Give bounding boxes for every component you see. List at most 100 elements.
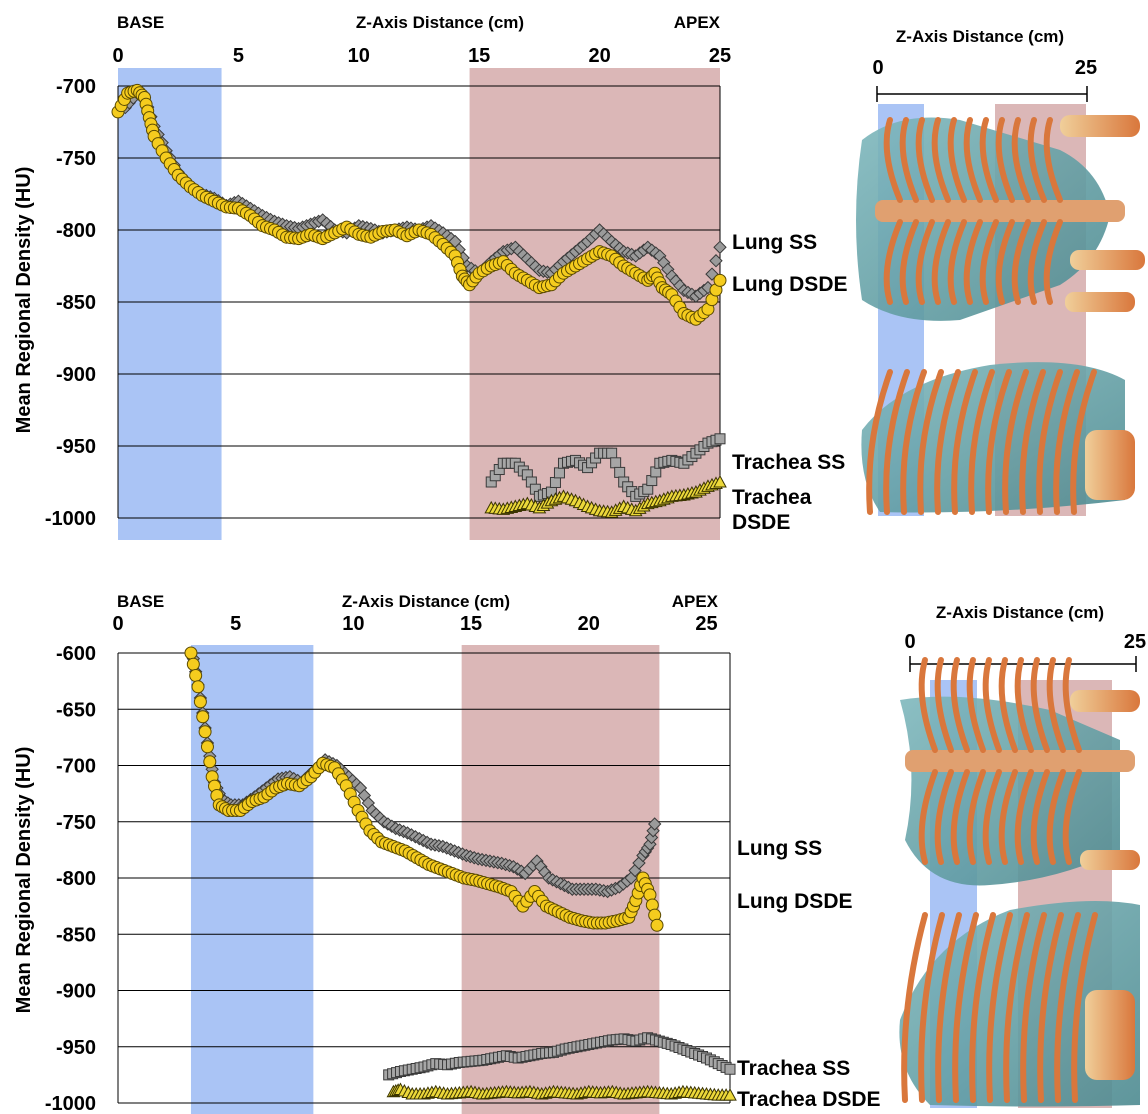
rib (1019, 369, 1046, 515)
ct-rendering-top: Z-Axis Distance (cm) 0 25 (856, 27, 1145, 516)
rib (931, 219, 951, 305)
y-tick-label: -750 (56, 812, 96, 834)
series-lung-dsde (111, 83, 727, 326)
y-tick-label: -650 (56, 699, 96, 721)
data-point (191, 680, 205, 694)
y-tick-label: -700 (56, 756, 96, 778)
chart-top-y-axis-title: Mean Regional Density (HU) (13, 167, 35, 434)
rib (951, 369, 978, 515)
rib (934, 657, 954, 753)
rib (899, 117, 919, 203)
series-trachea-ss (383, 1032, 736, 1081)
data-point (189, 669, 203, 682)
rib (998, 657, 1018, 753)
rib (963, 117, 983, 203)
rib (1053, 369, 1080, 515)
chart-bottom-x-axis-title: Z-Axis Distance (cm) (342, 592, 510, 611)
chart-bottom-legend-trachea-ss: Trachea SS (737, 1057, 850, 1080)
rib (995, 117, 1015, 203)
chart-bottom-base-region (190, 645, 314, 1114)
rib (934, 369, 961, 515)
rib (985, 369, 1012, 515)
data-point (184, 646, 198, 660)
rib (1036, 369, 1063, 515)
rib (1020, 912, 1047, 1103)
data-point (200, 740, 214, 754)
y-tick-label: -700 (56, 76, 96, 98)
data-point (203, 755, 217, 769)
chart-bottom-y-tick-labels: -600 -650 -700 -750 -800 -850 -900 -950 -1000 (45, 643, 96, 1114)
image-bottom-scale-start: 0 (904, 631, 915, 653)
image-top-scale-end: 25 (1075, 57, 1097, 79)
rib (1043, 219, 1063, 305)
y-tick-label: -600 (56, 643, 96, 665)
x-tick-label: 20 (588, 45, 610, 67)
rib (866, 369, 893, 515)
chart-top-legend-lung-dsde: Lung DSDE (732, 273, 848, 296)
rib (918, 769, 938, 865)
x-tick-label: 0 (112, 45, 123, 67)
lateral-view-rendering (861, 362, 1135, 515)
rib (918, 657, 938, 753)
ct-rendering-bottom: Z-Axis Distance (cm) 0 25 (899, 603, 1146, 1108)
rib (934, 769, 954, 865)
chart-bottom-legend-lung-dsde: Lung DSDE (737, 890, 853, 913)
rib (1046, 657, 1066, 753)
image-bottom-scale-end: 25 (1124, 631, 1146, 653)
rib (952, 912, 979, 1103)
chart-bottom-y-axis-title: Mean Regional Density (HU) (13, 747, 35, 1014)
x-tick-label: 15 (460, 613, 482, 635)
rib (998, 769, 1018, 865)
rib (982, 657, 1002, 753)
data-point (614, 466, 626, 478)
rib (917, 369, 944, 515)
chart-bottom: -600 -650 -700 -750 -800 -850 -900 -950 -1000 0 5… (13, 592, 881, 1114)
y-tick-label: -950 (56, 436, 96, 458)
rib (1014, 657, 1034, 753)
lateral-ribs-bottom (901, 912, 1098, 1103)
dorsal-ribs-bottom (918, 657, 1082, 865)
rib (1030, 657, 1050, 753)
data-point (193, 695, 207, 709)
rib (1071, 912, 1098, 1103)
y-tick-label: -950 (56, 1037, 96, 1059)
series-trachea-dsde (386, 1082, 737, 1101)
series-trachea-dsde (484, 474, 727, 518)
rib (950, 657, 970, 753)
rib (1046, 769, 1066, 865)
rib (947, 219, 967, 305)
rib (1027, 219, 1047, 305)
chart-top-series (111, 83, 727, 518)
data-point (647, 817, 662, 831)
x-tick-label: 20 (578, 613, 600, 635)
rib (966, 657, 986, 753)
rib (979, 117, 999, 203)
rib (968, 369, 995, 515)
y-tick-label: -800 (56, 868, 96, 890)
rib (1043, 117, 1063, 203)
rib (1062, 657, 1082, 753)
lateral-view-rendering-bottom (899, 901, 1140, 1107)
data-point (606, 447, 618, 459)
rib (966, 769, 986, 865)
rib (915, 219, 935, 305)
x-tick-label: 0 (112, 613, 123, 635)
rib (883, 369, 910, 515)
rib (1054, 912, 1081, 1103)
rib (918, 912, 945, 1103)
chart-top-base-region (118, 68, 222, 540)
image-top-scale-bar (876, 86, 1088, 102)
y-tick-label: -1000 (45, 508, 96, 530)
chart-top: -700 -750 -800 -850 -900 -950 -1000 0 5 10 15 20 25… (13, 13, 848, 540)
rib (1011, 117, 1031, 203)
rib (969, 912, 996, 1103)
data-point (549, 476, 561, 488)
data-point (610, 457, 622, 469)
chart-top-legend-lung-ss: Lung SS (732, 231, 817, 254)
rib (995, 219, 1015, 305)
series-lung-dsde (184, 646, 664, 932)
dorsal-view-rendering (856, 115, 1145, 321)
x-tick-label: 10 (348, 45, 370, 67)
scapula-top (1085, 430, 1135, 500)
